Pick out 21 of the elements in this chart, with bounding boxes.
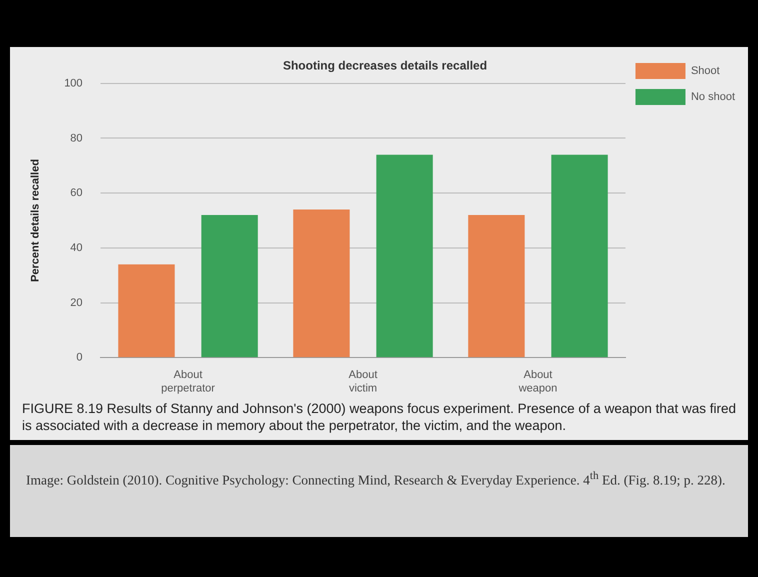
- bar: [293, 210, 350, 358]
- x-tick-label: About victim: [348, 369, 378, 394]
- y-axis-title: Percent details recalled: [30, 159, 42, 282]
- y-tick-label: 60: [70, 187, 83, 200]
- chart-title: Shooting decreases details recalled: [282, 58, 488, 73]
- bar: [376, 154, 433, 358]
- legend-label: Shoot: [690, 65, 720, 78]
- y-tick-label: 100: [64, 77, 83, 90]
- legend-label: No shoot: [690, 91, 736, 104]
- bar: [468, 215, 525, 358]
- y-tick-label: 20: [70, 296, 83, 309]
- y-tick-label: 80: [70, 132, 83, 144]
- x-tick-label: About perpetrator: [161, 369, 216, 394]
- y-tick-label: 0: [76, 352, 83, 364]
- x-tick-label: About weapon: [518, 369, 558, 394]
- bar: [201, 215, 258, 358]
- text: Image: Goldstein (2010). Cognitive Psychology: Connecting Mind, Research & Everyday Experience. 4$^{th}$ Ed. (Fig. 8.19; p. 228).: [25, 469, 726, 490]
- bar: [551, 154, 608, 358]
- caption: FIGURE 8.19 Results of Stanny and Johnson's (2000) weapons focus experiment. Presence of a weapon that was fired is associated with a decrease in memory about the perpetrator, the victim, and the weapon.: [22, 400, 737, 434]
- y-tick-label: 40: [70, 242, 83, 254]
- bar: [118, 264, 175, 358]
